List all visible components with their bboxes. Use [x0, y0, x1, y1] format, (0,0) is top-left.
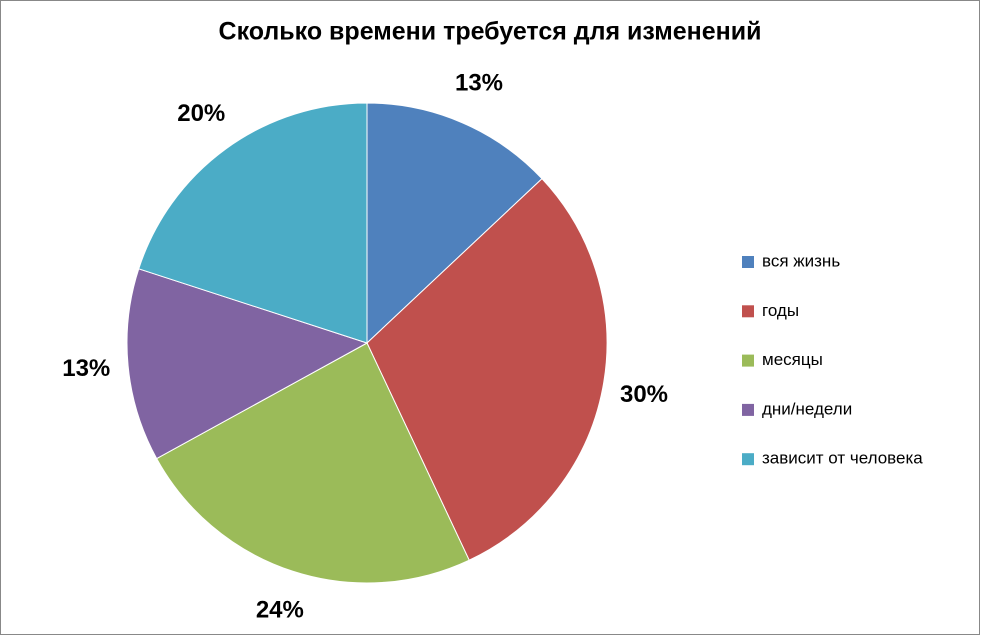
legend-swatch [742, 453, 754, 466]
pie-slice [156, 342, 470, 584]
pie-slice [126, 268, 369, 460]
data-label: 13% [62, 355, 110, 382]
pie-slice [366, 178, 608, 561]
legend-label: дни/недели [762, 399, 852, 418]
legend-swatch [742, 305, 754, 318]
data-label: 20% [177, 100, 225, 127]
chart-title: Сколько времени требуется для изменений [219, 18, 762, 46]
legend-label: годы [762, 301, 799, 320]
legend-swatch [742, 256, 754, 268]
legend-label: месяцы [762, 350, 823, 369]
legend-swatch [742, 403, 754, 416]
legend-label: вся жизнь [762, 251, 840, 270]
data-label: 13% [455, 70, 503, 97]
data-label: 30% [620, 381, 668, 408]
data-label: 24% [256, 597, 304, 624]
legend-swatch [742, 354, 754, 367]
legend-label: зависит от человека [762, 449, 923, 468]
pie-slice [138, 102, 368, 344]
pie-slice [366, 102, 543, 345]
